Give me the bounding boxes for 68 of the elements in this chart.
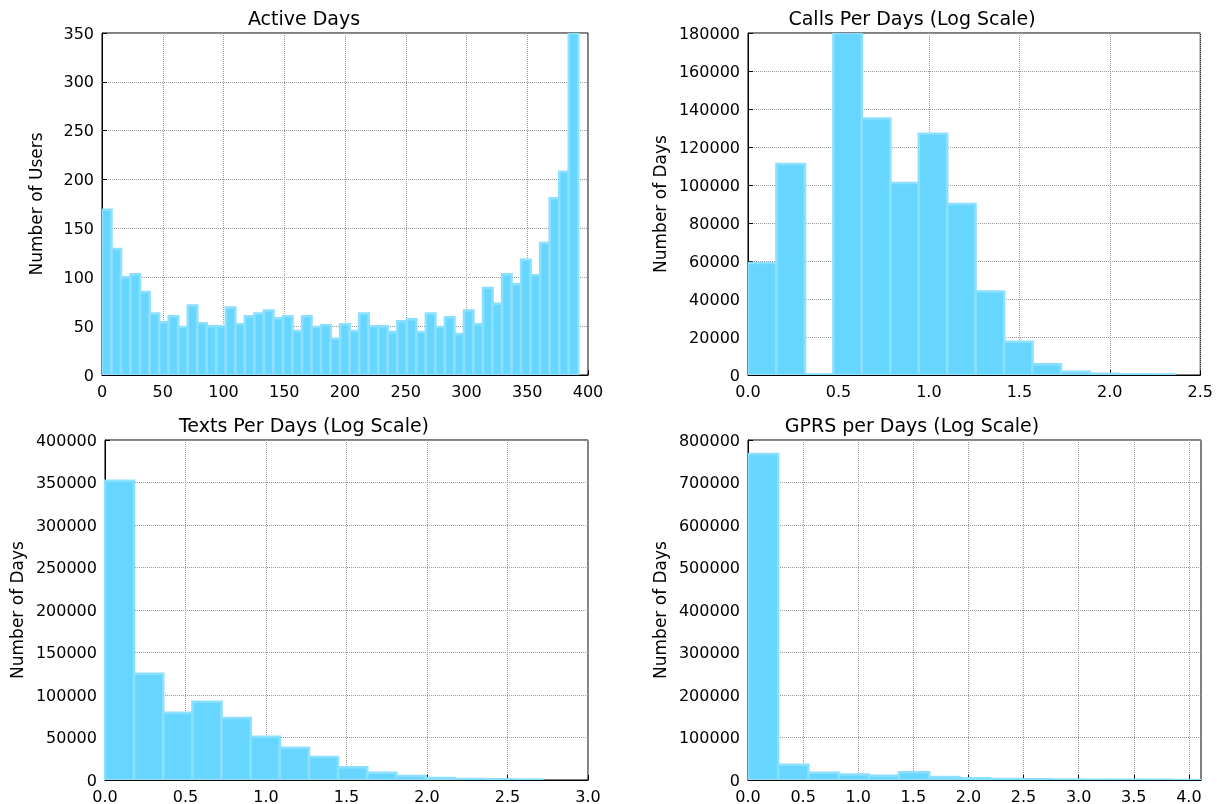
x-tick-label: 300 [451, 381, 482, 401]
y-axis-title: Number of Users [25, 132, 46, 276]
y-tick-label: 120000 [678, 137, 740, 157]
y-tick-label: 300000 [35, 515, 97, 535]
y-tick-label: 100000 [678, 175, 740, 195]
y-tick-label: 200000 [678, 685, 740, 705]
x-tick-label: 0.5 [825, 381, 852, 401]
x-tick-label: 1.5 [333, 786, 360, 804]
x-tick-label: 100 [208, 381, 239, 401]
y-tick-label: 200000 [35, 600, 97, 620]
x-tick-label: 3.5 [1121, 786, 1147, 804]
x-tick-label: 2.0 [414, 786, 440, 804]
y-axis-title: Number of Days [6, 540, 27, 679]
y-tick-label: 100 [63, 267, 94, 287]
x-tick-label: 50 [152, 381, 173, 401]
y-tick-label: 400000 [35, 430, 97, 450]
x-tick-label: 2.5 [1010, 786, 1037, 804]
x-tick-label: 250 [390, 381, 422, 401]
x-tick-label: 1.0 [916, 381, 942, 401]
y-tick-label: 80000 [689, 213, 740, 233]
y-axis-title: Number of Days [649, 134, 670, 273]
y-tick-label: 40000 [689, 289, 740, 309]
x-tick-label: 400 [572, 381, 604, 401]
chart-title: Texts Per Days (Log Scale) [177, 413, 430, 436]
x-tick-label: 2.5 [1187, 381, 1213, 401]
x-tick-label: 1.5 [900, 786, 927, 804]
y-tick-label: 100000 [35, 685, 97, 705]
chart-title: Active Days [247, 6, 361, 29]
y-tick-label: 50 [73, 316, 94, 336]
chart-title: Calls Per Days (Log Scale) [788, 6, 1036, 29]
y-tick-label: 20000 [689, 327, 740, 347]
y-tick-label: 150 [63, 218, 94, 238]
y-tick-label: 50000 [46, 728, 97, 747]
y-tick-label: 100000 [678, 728, 740, 747]
y-tick-label: 200 [63, 170, 94, 190]
y-tick-label: 300 [63, 72, 94, 92]
y-tick-label: 600000 [678, 515, 740, 535]
y-tick-label: 700000 [678, 473, 740, 492]
x-tick-label: 200 [329, 381, 361, 401]
y-tick-label: 350 [63, 23, 94, 43]
x-tick-label: 1.0 [253, 786, 279, 804]
x-tick-label: 1.5 [1006, 381, 1033, 401]
y-tick-label: 150000 [35, 643, 97, 662]
x-tick-label: 0.5 [790, 786, 816, 804]
x-tick-label: 3.0 [1065, 786, 1092, 804]
x-tick-label: 2.0 [1097, 381, 1123, 401]
x-tick-label: 2.0 [955, 786, 982, 804]
y-tick-label: 250000 [35, 558, 97, 577]
x-tick-label: 150 [268, 381, 300, 401]
y-tick-label: 350000 [35, 473, 97, 492]
y-tick-label: 140000 [678, 99, 740, 119]
y-tick-label: 300000 [678, 643, 740, 662]
y-tick-label: 500000 [678, 558, 740, 577]
x-tick-label: 1.0 [845, 786, 871, 804]
chart-title: GPRS per Days (Log Scale) [784, 413, 1040, 436]
y-tick-label: 180000 [678, 23, 740, 43]
y-tick-label: 160000 [678, 61, 740, 81]
x-tick-label: 0.5 [172, 786, 199, 804]
x-tick-label: 4.0 [1176, 786, 1202, 804]
y-axis-title: Number of Days [649, 540, 670, 679]
y-tick-label: 0 [83, 365, 94, 385]
x-tick-label: 3.0 [575, 786, 601, 804]
x-tick-label: 2.5 [494, 786, 521, 804]
y-tick-label: 250 [63, 121, 94, 141]
x-tick-label: 350 [511, 381, 543, 401]
y-tick-label: 400000 [678, 600, 740, 620]
y-tick-label: 800000 [678, 430, 740, 450]
y-tick-label: 60000 [689, 251, 740, 271]
